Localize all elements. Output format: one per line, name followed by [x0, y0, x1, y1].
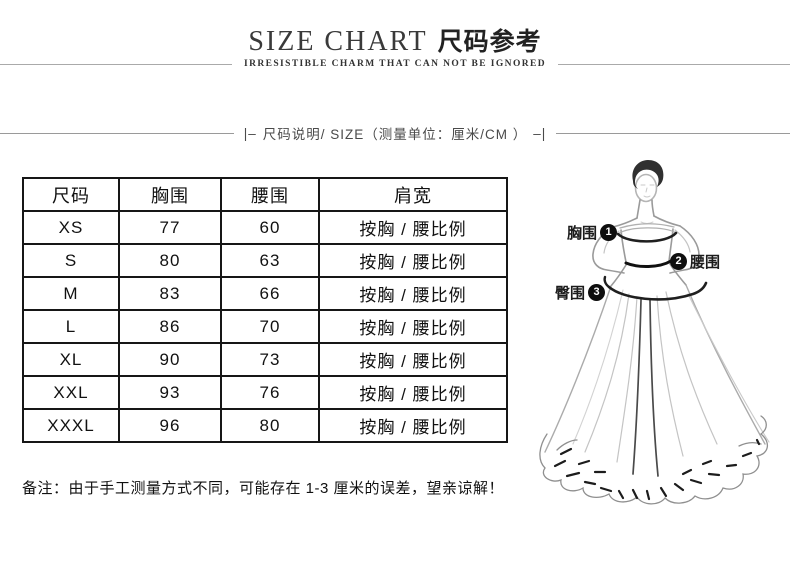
hip-callout: 臀围 3 — [555, 282, 606, 303]
table-cell: 70 — [220, 309, 320, 344]
section-label: |– 尺码说明/ SIZE（测量单位：厘米/CM ） –| — [244, 123, 547, 143]
table-cell: XS — [22, 210, 120, 245]
column-header: 胸围 — [118, 177, 222, 212]
table-row: L 86 70 按胸 / 腰比例 — [22, 309, 508, 344]
column-header: 腰围 — [220, 177, 320, 212]
table-cell: 73 — [220, 342, 320, 377]
page-title: SIZE CHART 尺码参考 — [0, 22, 790, 58]
hip-label: 臀围 — [555, 285, 586, 302]
title-chinese: 尺码参考 — [437, 28, 542, 56]
bust-marker-icon: 1 — [600, 224, 618, 241]
table-cell: 按胸 / 腰比例 — [318, 276, 508, 311]
section-label-prefix: |– — [243, 125, 257, 141]
table-row: XS 77 60 按胸 / 腰比例 — [22, 210, 508, 245]
table-cell: 90 — [118, 342, 222, 377]
subtitle-text: IRRESISTIBLE CHARM THAT CAN NOT BE IGNOR… — [244, 59, 546, 69]
table-cell: 76 — [220, 375, 320, 410]
section-label-text: 尺码说明/ SIZE（测量单位：厘米/CM ） — [262, 127, 528, 142]
subtitle-line-left — [0, 63, 232, 65]
table-cell: 80 — [118, 243, 222, 278]
table-row: M 83 66 按胸 / 腰比例 — [22, 276, 508, 311]
subtitle-line-right — [558, 63, 790, 65]
table-cell: 按胸 / 腰比例 — [318, 375, 508, 410]
table-cell: 按胸 / 腰比例 — [318, 342, 508, 377]
section-strip: |– 尺码说明/ SIZE（测量单位：厘米/CM ） –| — [0, 124, 790, 142]
table-cell: 93 — [118, 375, 222, 410]
waist-marker-icon: 2 — [670, 253, 687, 270]
table-cell: S — [22, 243, 120, 278]
table-cell: 86 — [118, 309, 222, 344]
waist-callout: 2 腰围 — [670, 251, 720, 272]
section-line-right — [556, 132, 790, 134]
table-cell: L — [22, 309, 120, 344]
table-row: XXL 93 76 按胸 / 腰比例 — [22, 375, 508, 410]
table-cell: 60 — [220, 210, 320, 245]
section-line-left — [0, 132, 234, 134]
measurement-note: 备注：由于手工测量方式不同，可能存在 1-3 厘米的误差，望亲谅解！ — [22, 480, 505, 497]
measurement-figure: 胸围 1 2 腰围 臀围 3 — [533, 134, 790, 564]
table-cell: 63 — [220, 243, 320, 278]
dress-sketch — [539, 160, 770, 505]
waist-label: 腰围 — [690, 254, 721, 271]
bust-callout: 胸围 1 — [567, 222, 618, 243]
section-label-suffix: –| — [533, 125, 547, 141]
table-cell: 按胸 / 腰比例 — [318, 243, 508, 278]
table-cell: 80 — [220, 408, 320, 443]
table-cell: XXXL — [22, 408, 120, 443]
table-cell: 按胸 / 腰比例 — [318, 309, 508, 344]
title-english: SIZE CHART — [248, 26, 428, 57]
size-table: 尺码 胸围 腰围 肩宽 XS 77 60 按胸 / 腰比例 S 80 63 按胸 / 腰比例 M 83 6… — [22, 177, 508, 443]
column-header: 尺码 — [22, 177, 120, 212]
table-cell: 96 — [118, 408, 222, 443]
table-header-row: 尺码 胸围 腰围 肩宽 — [22, 177, 508, 212]
table-cell: 按胸 / 腰比例 — [318, 210, 508, 245]
bust-label: 胸围 — [567, 225, 598, 242]
hip-marker-icon: 3 — [588, 284, 606, 301]
table-cell: 按胸 / 腰比例 — [318, 408, 508, 443]
table-row: XL 90 73 按胸 / 腰比例 — [22, 342, 508, 377]
table-row: XXXL 96 80 按胸 / 腰比例 — [22, 408, 508, 443]
table-cell: XXL — [22, 375, 120, 410]
table-cell: 83 — [118, 276, 222, 311]
table-cell: 77 — [118, 210, 222, 245]
table-cell: M — [22, 276, 120, 311]
table-row: S 80 63 按胸 / 腰比例 — [22, 243, 508, 278]
column-header: 肩宽 — [318, 177, 508, 212]
table-cell: XL — [22, 342, 120, 377]
subtitle-row: IRRESISTIBLE CHARM THAT CAN NOT BE IGNOR… — [0, 57, 790, 71]
table-cell: 66 — [220, 276, 320, 311]
